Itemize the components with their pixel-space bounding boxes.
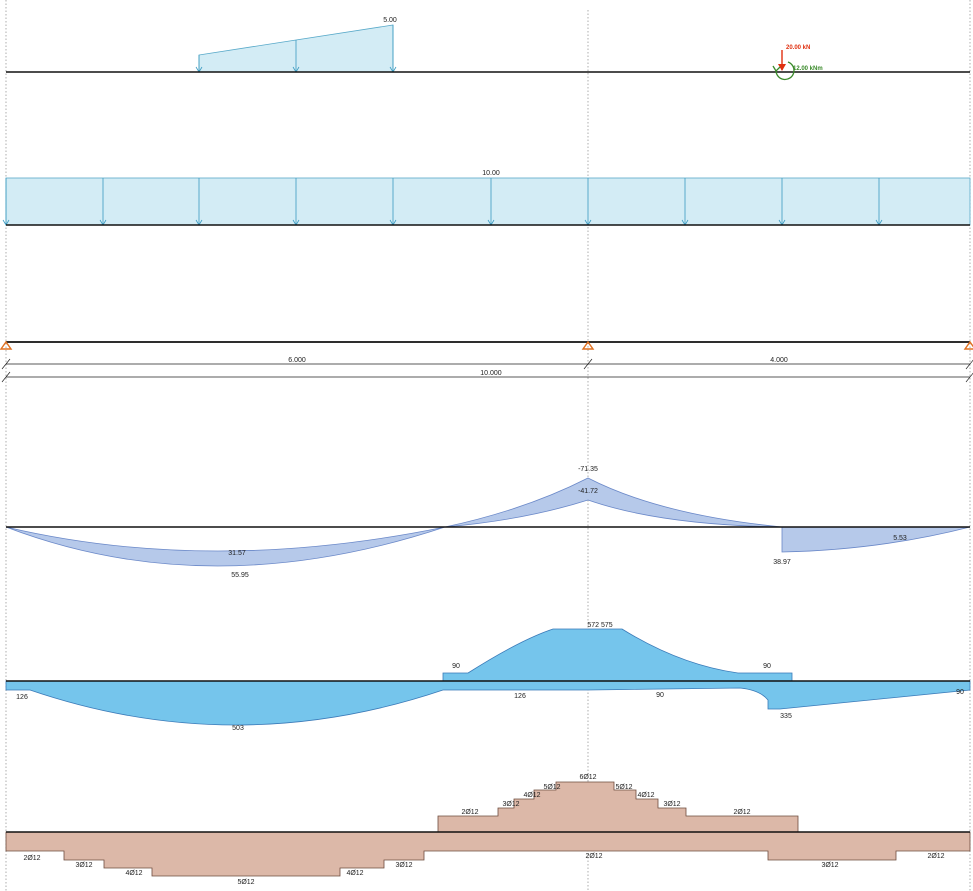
reinforcement-area-panel: 90 572 575 90 126 126 90 503 335 90 (5, 622, 971, 732)
rebar-bottom-label: 2Ø12 (585, 853, 602, 860)
moment-span2-envelope (781, 526, 971, 553)
area-top-left: 90 (452, 663, 460, 670)
rebar-panel: 2Ø12 3Ø12 4Ø12 5Ø12 6Ø12 5Ø12 4Ø12 3Ø12 … (5, 774, 971, 886)
moment-span1-envelope (5, 526, 446, 567)
support-middle (581, 340, 595, 350)
rebar-top-label: 2Ø12 (461, 809, 478, 816)
rebar-bottom-label: 5Ø12 (237, 879, 254, 886)
bottom-rebar-stepped (5, 831, 971, 877)
rebar-bottom-label: 3Ø12 (395, 862, 412, 869)
rebar-bottom-label: 4Ø12 (125, 870, 142, 877)
support-guides (5, 0, 971, 891)
support-left (0, 340, 13, 350)
dimension-line-spans (1, 358, 973, 370)
area-bottom-span1: 503 (232, 725, 244, 732)
area-bottom-after-support: 90 (656, 692, 664, 699)
area-bottom-left: 126 (16, 694, 28, 701)
moment-span2-max: 38.97 (773, 559, 791, 566)
point-force-label: 20.00 kN (786, 45, 810, 51)
moment-support-envelope (444, 477, 783, 528)
load-case-2-panel: 10.00 (2, 170, 971, 226)
rebar-bottom-label: 2Ø12 (23, 855, 40, 862)
bottom-reinforcement-area (5, 680, 971, 726)
area-top-peak: 572 575 (587, 622, 612, 629)
rebar-top-label: 5Ø12 (543, 784, 560, 791)
area-bottom-right: 90 (956, 689, 964, 696)
geometry-panel: 6.000 4.000 10.000 (0, 340, 973, 383)
rebar-bottom-label: 3Ø12 (821, 862, 838, 869)
moment-span1-max: 55.95 (231, 572, 249, 579)
moment-panel: -71.35 -41.72 31.57 55.95 5.53 38.97 (5, 466, 971, 579)
moment-span2-min: 5.53 (893, 535, 907, 542)
rebar-top-label: 4Ø12 (523, 792, 540, 799)
point-moment-label: 12.00 kNm (793, 66, 823, 72)
rebar-bottom-label: 3Ø12 (75, 862, 92, 869)
top-rebar-stepped (437, 781, 799, 833)
span2-length: 4.000 (770, 357, 788, 364)
top-reinforcement-area (442, 628, 793, 682)
rebar-top-label: 2Ø12 (733, 809, 750, 816)
area-bottom-mid: 126 (514, 693, 526, 700)
total-length: 10.000 (480, 370, 502, 377)
moment-span1-min: 31.57 (228, 550, 246, 557)
span1-length: 6.000 (288, 357, 306, 364)
rebar-bottom-label: 2Ø12 (927, 853, 944, 860)
area-top-right: 90 (763, 663, 771, 670)
moment-support-max: -71.35 (578, 466, 598, 473)
area-bottom-span2: 335 (780, 713, 792, 720)
point-moment (772, 61, 795, 81)
point-force (778, 50, 786, 71)
uniform-load-value: 10.00 (482, 170, 500, 177)
rebar-top-label: 3Ø12 (663, 801, 680, 808)
rebar-bottom-label: 4Ø12 (346, 870, 363, 877)
rebar-top-label: 3Ø12 (502, 801, 519, 808)
rebar-top-label: 4Ø12 (637, 792, 654, 799)
uniform-load (5, 177, 971, 226)
support-right (963, 340, 973, 350)
load-case-1-panel: 5.00 20.00 kN 12.00 kNm (6, 17, 970, 81)
rebar-top-label: 6Ø12 (579, 774, 596, 781)
moment-support-min: -41.72 (578, 488, 598, 495)
trapezoid-load-value: 5.00 (383, 17, 397, 24)
rebar-top-label: 5Ø12 (615, 784, 632, 791)
